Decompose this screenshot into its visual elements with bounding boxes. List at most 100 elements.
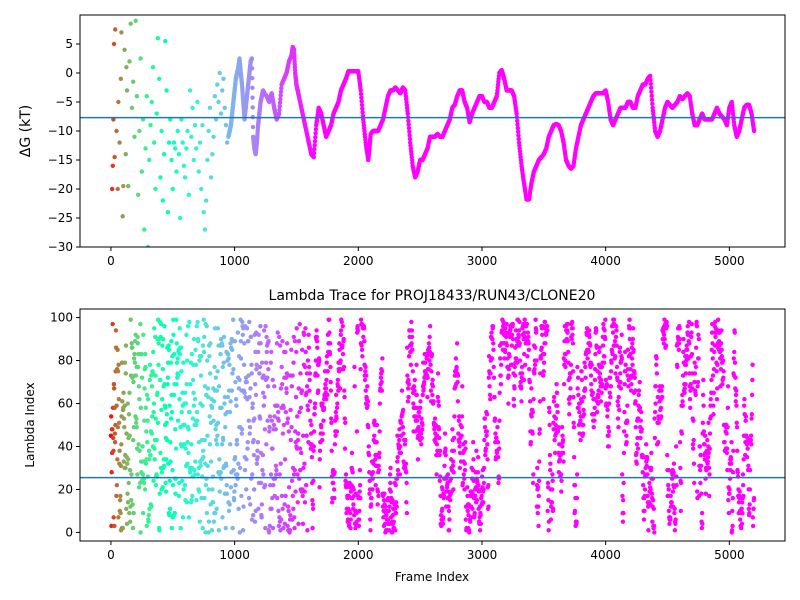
lambda-point (368, 517, 373, 522)
delta-g-point (648, 85, 654, 91)
delta-g-point (221, 76, 226, 82)
delta-g-point (360, 113, 366, 118)
lambda-point (751, 506, 756, 511)
lambda-point (165, 375, 171, 380)
lambda-point (692, 379, 697, 385)
delta-g-point (119, 30, 124, 35)
lambda-point (446, 504, 451, 509)
lambda-point (310, 502, 316, 507)
lambda-point (395, 459, 400, 464)
delta-g-point (405, 111, 410, 116)
lambda-point (497, 418, 502, 423)
lambda-point (229, 388, 235, 393)
lambda-point (260, 467, 265, 473)
lambda-point (429, 369, 434, 374)
delta-g-point (170, 186, 175, 192)
lambda-point (348, 510, 353, 516)
lambda-point (183, 401, 189, 406)
lambda-point (730, 508, 735, 514)
lambda-point (711, 390, 716, 395)
lambda-point (522, 317, 527, 322)
delta-g-point (312, 142, 317, 148)
lambda-point (353, 525, 358, 531)
lambda-point (169, 525, 174, 531)
lambda-point (678, 465, 683, 471)
lambda-point (750, 362, 755, 368)
lambda-point (207, 414, 212, 419)
lambda-point (414, 392, 419, 398)
lambda-point (127, 433, 132, 438)
lambda-point (360, 354, 365, 359)
lambda-point (597, 371, 603, 376)
delta-g-point (250, 105, 255, 110)
lambda-point (455, 373, 461, 378)
lambda-point (560, 437, 566, 443)
lambda-point (271, 482, 276, 488)
lambda-point (256, 332, 261, 337)
delta-g-point (114, 128, 119, 134)
lambda-point (299, 388, 305, 393)
lambda-point (463, 439, 468, 445)
lambda-point (202, 495, 207, 501)
delta-g-point (138, 56, 143, 61)
lambda-point (666, 482, 671, 488)
lambda-point (715, 386, 720, 391)
lambda-point (328, 364, 333, 370)
lambda-point (535, 485, 541, 490)
lambda-point (617, 349, 622, 355)
lambda-point (440, 506, 445, 511)
delta-g-point (515, 118, 520, 124)
lambda-point (156, 362, 161, 368)
lambda-point (251, 452, 257, 458)
lambda-point (195, 418, 200, 423)
lambda-point (514, 356, 519, 361)
lambda-point (701, 429, 707, 434)
lambda-point (567, 412, 572, 417)
lambda-point (638, 435, 643, 441)
lambda-point (208, 459, 214, 464)
lambda-point (401, 431, 406, 436)
lambda-point (263, 360, 269, 365)
lambda-point (570, 369, 576, 374)
lambda-point (172, 351, 177, 357)
lambda-point (403, 437, 408, 443)
lambda-point (159, 397, 165, 402)
lambda-point (636, 392, 641, 398)
lambda-point (550, 506, 556, 511)
y-tick-label: 100 (50, 311, 73, 325)
lambda-point (406, 354, 412, 359)
lambda-point (312, 412, 317, 417)
lambda-point (174, 341, 179, 346)
lambda-point (675, 364, 680, 370)
lambda-point (156, 341, 161, 346)
lambda-point (343, 472, 349, 477)
lambda-point (120, 399, 125, 404)
lambda-point (621, 510, 626, 516)
lambda-point (163, 489, 169, 494)
lambda-point (457, 439, 462, 445)
lambda-point (408, 362, 414, 368)
lambda-point (116, 515, 121, 520)
lambda-point (227, 442, 233, 447)
lambda-point (547, 452, 553, 458)
lambda-point (633, 399, 638, 404)
lambda-point (390, 497, 395, 503)
lambda-point (594, 409, 600, 415)
lambda-point (547, 467, 553, 473)
lambda-point (410, 347, 415, 353)
lambda-point (210, 500, 216, 505)
lambda-point (215, 433, 220, 438)
delta-g-point (128, 21, 133, 26)
lambda-point (691, 418, 696, 423)
lambda-point (571, 394, 576, 400)
lambda-point (164, 412, 170, 417)
lambda-point (732, 360, 738, 365)
lambda-point (312, 405, 318, 411)
lambda-point (486, 375, 491, 380)
lambda-point (624, 439, 629, 445)
lambda-point (349, 450, 355, 456)
lambda-point (204, 323, 209, 329)
lambda-point (240, 528, 246, 533)
lambda-point (202, 334, 207, 340)
lambda-point (484, 429, 490, 434)
